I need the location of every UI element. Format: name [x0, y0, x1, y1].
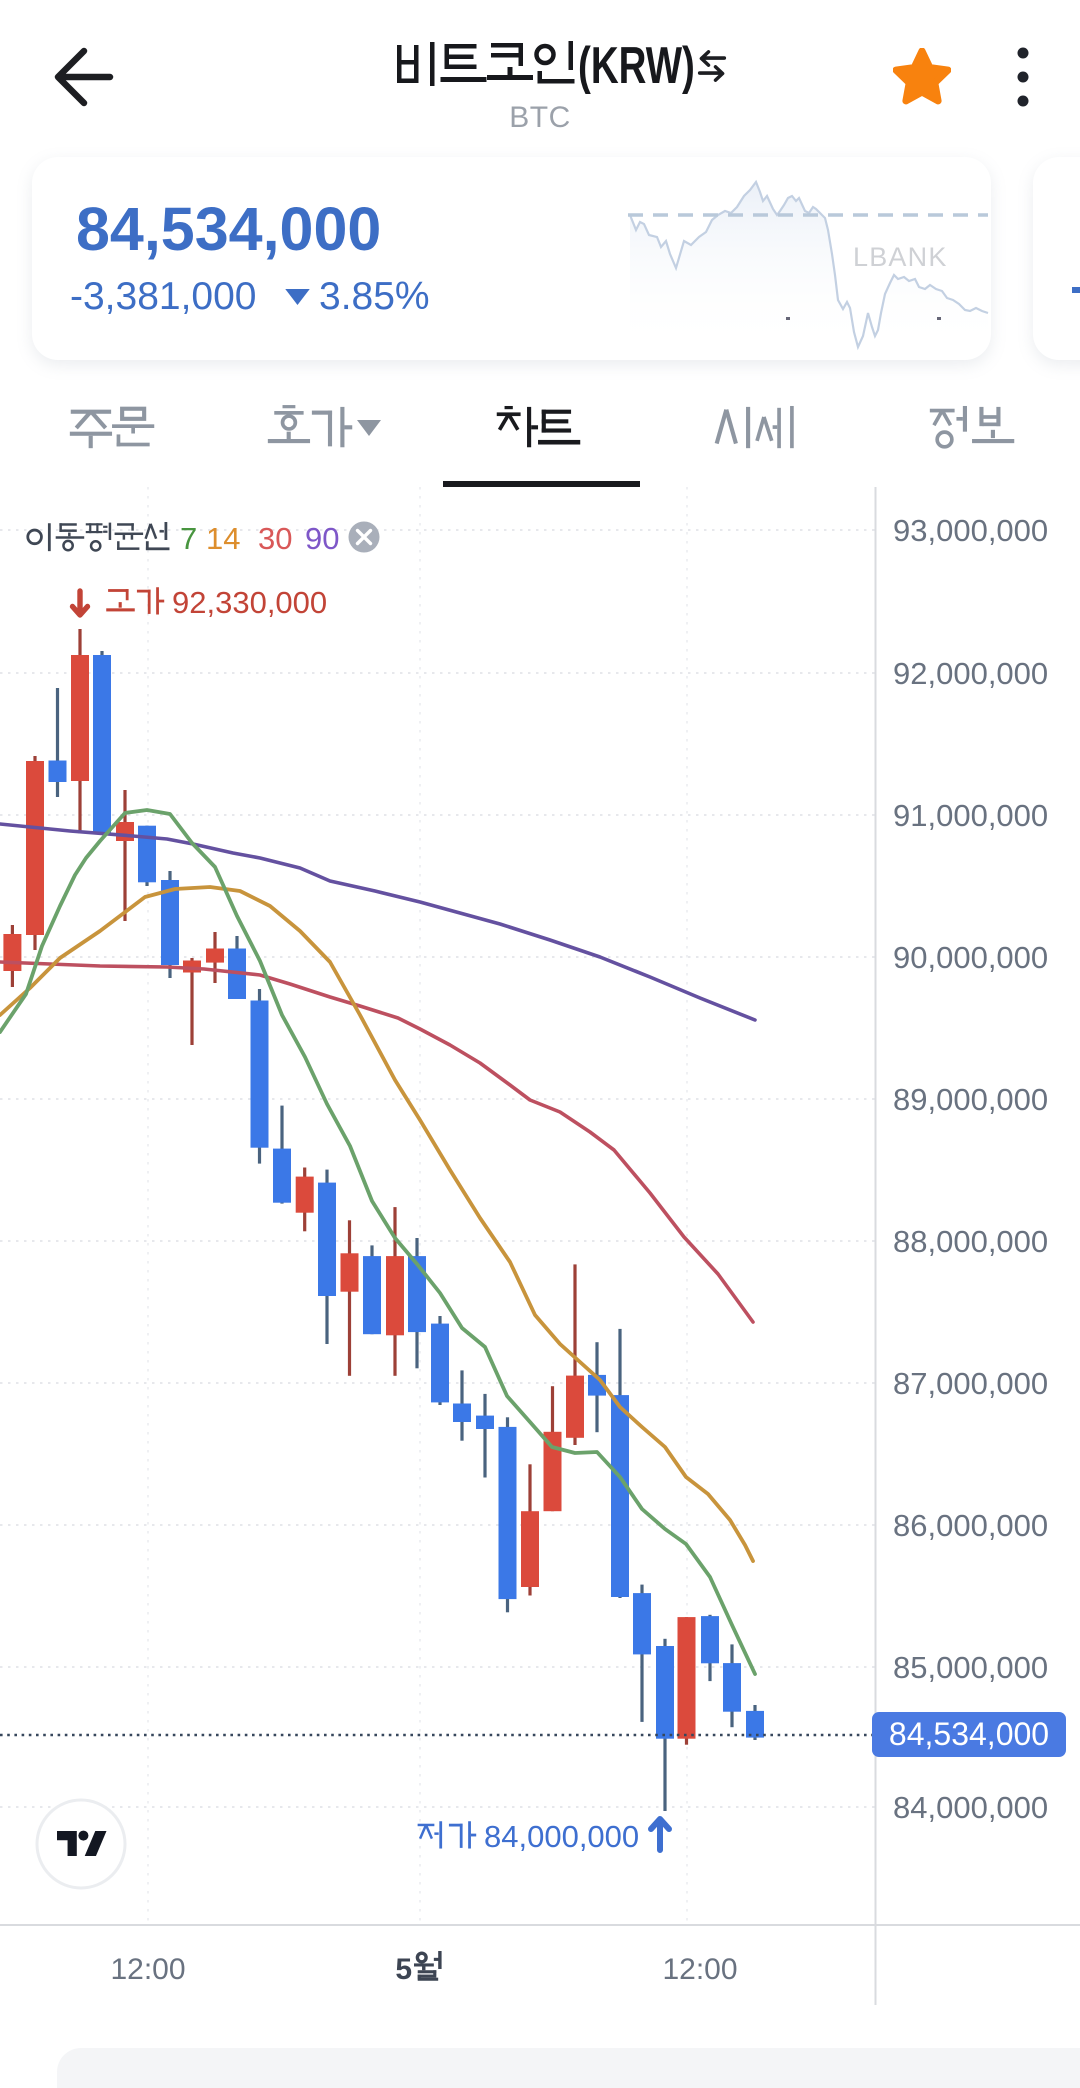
svg-text:12:00: 12:00	[110, 1953, 185, 1986]
svg-text:90,000,000: 90,000,000	[893, 940, 1048, 975]
svg-text:89,000,000: 89,000,000	[893, 1082, 1048, 1117]
svg-text:30: 30	[258, 521, 292, 556]
svg-text:93,000,000: 93,000,000	[893, 513, 1048, 548]
svg-text:14: 14	[206, 521, 240, 556]
svg-text:5: 5	[395, 1953, 412, 1986]
svg-text:90: 90	[305, 521, 339, 556]
svg-text:88,000,000: 88,000,000	[893, 1224, 1048, 1259]
svg-text:92,000,000: 92,000,000	[893, 656, 1048, 691]
svg-text:87,000,000: 87,000,000	[893, 1366, 1048, 1401]
svg-text:12:00: 12:00	[662, 1953, 737, 1986]
svg-text:LBANK: LBANK	[853, 242, 948, 272]
svg-text:84,534,000: 84,534,000	[889, 1716, 1049, 1752]
svg-text:92,330,000: 92,330,000	[172, 585, 327, 620]
svg-text:84,000,000: 84,000,000	[893, 1790, 1048, 1825]
svg-text:84,000,000: 84,000,000	[484, 1819, 639, 1854]
svg-text:7: 7	[180, 521, 197, 556]
svg-text:86,000,000: 86,000,000	[893, 1508, 1048, 1543]
svg-text:85,000,000: 85,000,000	[893, 1650, 1048, 1685]
svg-text:91,000,000: 91,000,000	[893, 798, 1048, 833]
